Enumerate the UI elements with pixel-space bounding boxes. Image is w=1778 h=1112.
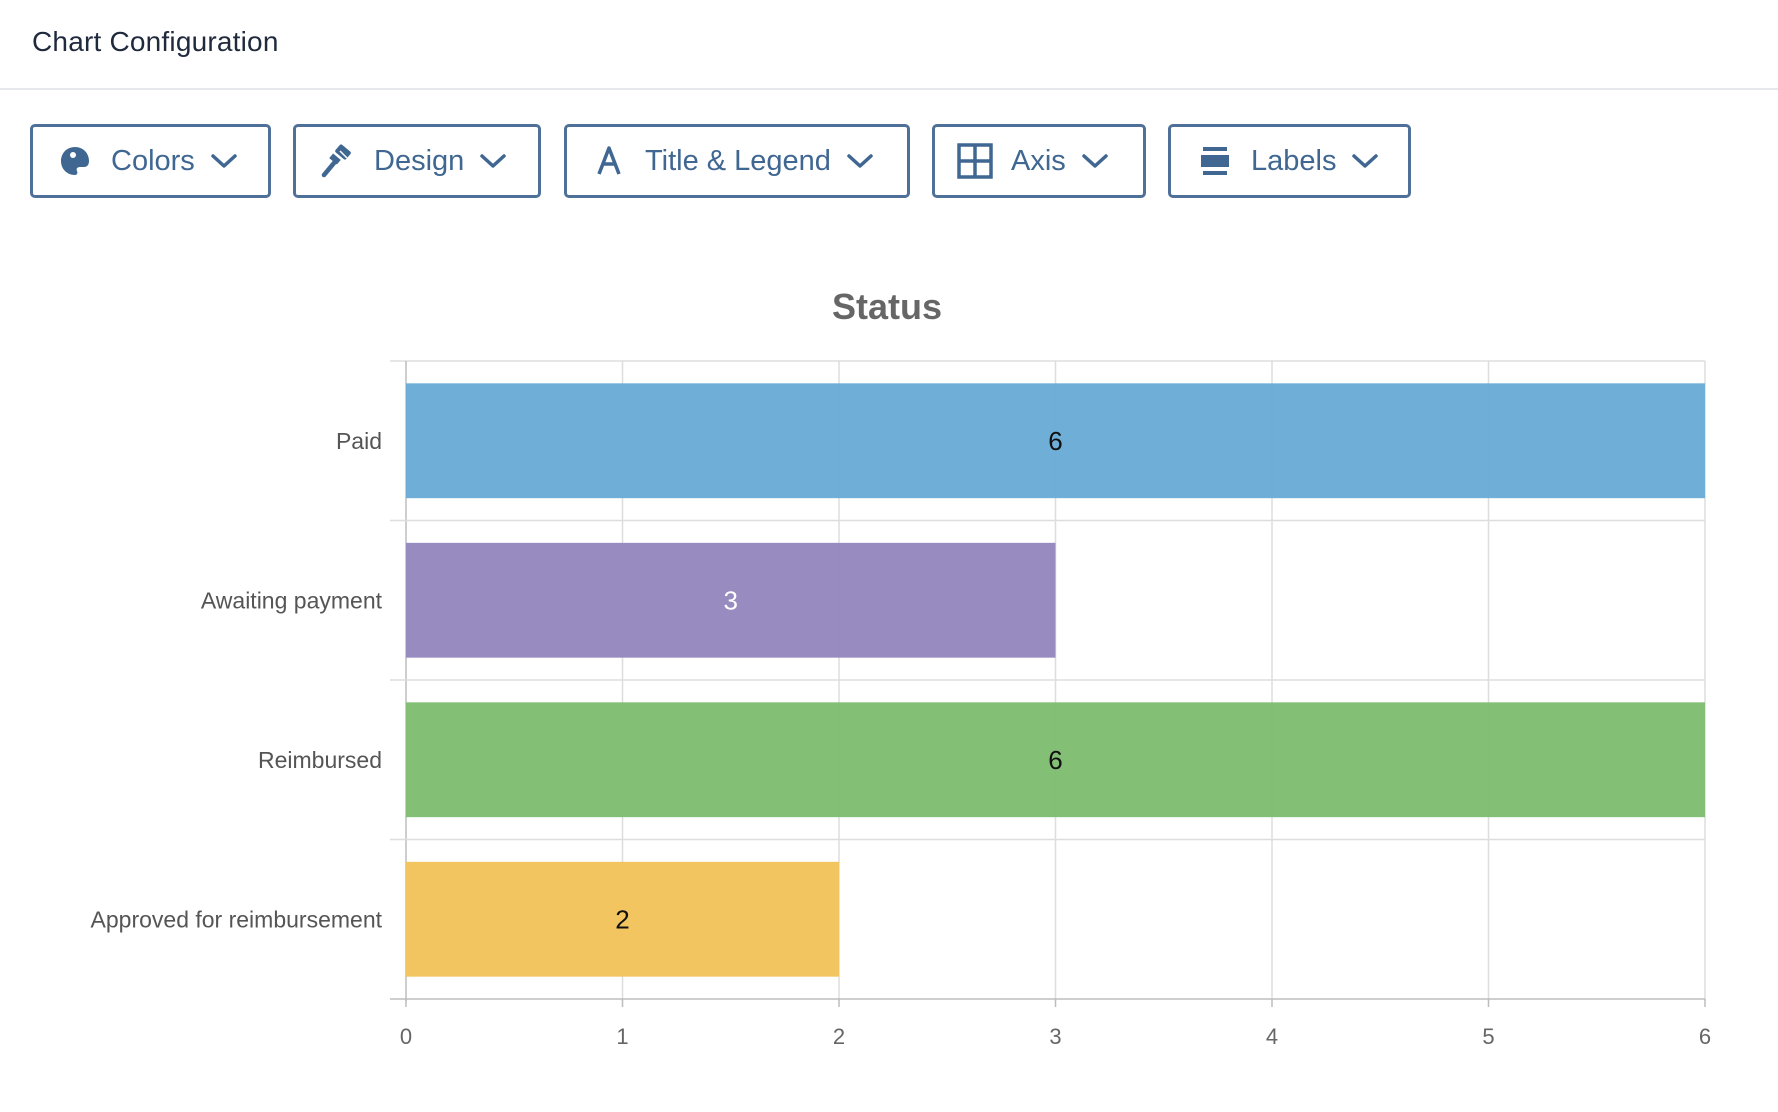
chart-title: Status [832, 286, 942, 327]
y-category-label: Paid [336, 428, 382, 454]
grid-icon [957, 143, 993, 179]
y-category-label: Awaiting payment [201, 587, 383, 613]
x-tick-label: 5 [1482, 1024, 1494, 1049]
x-tick-label: 6 [1699, 1024, 1711, 1049]
chevron-down-icon [1350, 151, 1380, 171]
x-tick-label: 1 [616, 1024, 628, 1049]
chart-bar [406, 542, 1056, 658]
chevron-down-icon [1080, 151, 1110, 171]
y-category-label: Approved for reimbursement [91, 906, 383, 932]
design-button-label: Design [374, 144, 465, 177]
chart-bar [406, 861, 839, 977]
page-title: Chart Configuration [32, 26, 279, 57]
palette-icon [57, 143, 93, 179]
colors-button[interactable]: Colors [30, 124, 271, 198]
labels-icon [1197, 143, 1233, 179]
colors-button-label: Colors [111, 144, 195, 177]
header-bar: Chart Configuration [0, 0, 1778, 90]
bar-data-label: 6 [1048, 426, 1062, 456]
bar-data-label: 6 [1048, 745, 1062, 775]
text-a-icon [591, 143, 627, 179]
axis-button-label: Axis [1011, 144, 1066, 177]
chevron-down-icon [478, 151, 508, 171]
title-legend-button-label: Title & Legend [645, 144, 831, 177]
design-button[interactable]: Design [293, 124, 541, 198]
x-tick-label: 2 [833, 1024, 845, 1049]
x-tick-label: 4 [1266, 1024, 1278, 1049]
chevron-down-icon [845, 151, 875, 171]
x-tick-label: 3 [1049, 1024, 1061, 1049]
y-category-label: Reimbursed [258, 747, 382, 773]
labels-button[interactable]: Labels [1168, 124, 1411, 198]
x-tick-label: 0 [400, 1024, 412, 1049]
chart-bar [406, 702, 1705, 818]
labels-button-label: Labels [1251, 144, 1337, 177]
chart-axes: 0 1 2 3 4 5 6 Paid Awaiting payment Reimbursed App… [91, 428, 1712, 1049]
bar-data-label: 2 [615, 904, 629, 934]
brush-icon [320, 143, 356, 179]
title-legend-button[interactable]: Title & Legend [564, 124, 910, 198]
chart-bar [406, 383, 1705, 499]
chart-bars: 6 3 6 2 [406, 383, 1705, 977]
chevron-down-icon [209, 151, 239, 171]
axis-button[interactable]: Axis [932, 124, 1146, 198]
status-bar-chart: Status 6 3 6 2 0 1 2 3 4 5 6 Paid Awaiting payment R… [91, 286, 1712, 1049]
bar-data-label: 3 [724, 585, 738, 615]
